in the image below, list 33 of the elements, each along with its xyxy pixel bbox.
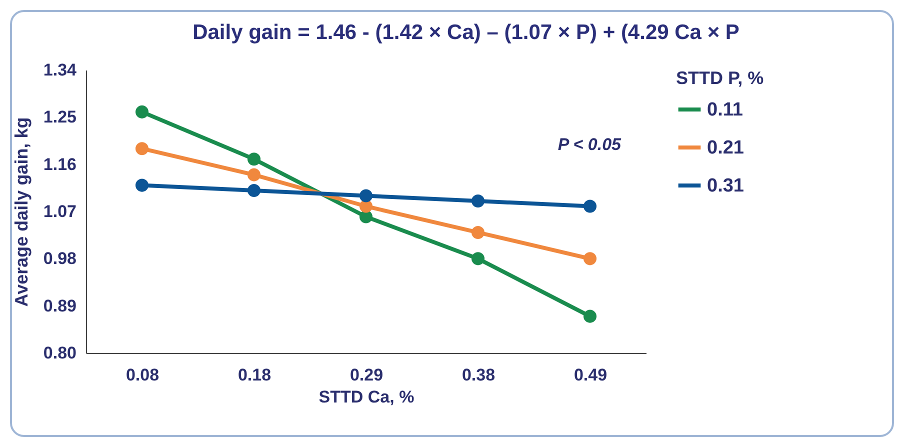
chart-title: Daily gain = 1.46 - (1.42 × Ca) – (1.07 × P) + (4.29 Ca × P [192, 21, 740, 44]
legend-title: STTD P, % [676, 68, 764, 88]
y-tick-label: 1.07 [43, 202, 76, 221]
y-tick-label: 1.34 [43, 60, 78, 80]
point [247, 168, 261, 182]
legend-label: 0.31 [707, 176, 744, 196]
y-axis-title: Average daily gain, kg [11, 117, 32, 307]
point [471, 226, 485, 239]
x-tick-label: 0.29 [350, 366, 384, 384]
point [583, 200, 597, 213]
y-tick-label: 1.25 [43, 108, 76, 127]
point [247, 152, 261, 166]
x-axis-title: STTD Ca, % [318, 388, 414, 406]
y-tick-label: 0.80 [43, 344, 76, 362]
point [471, 194, 485, 208]
point [583, 252, 597, 266]
x-tick-label: 0.08 [126, 366, 160, 384]
point [135, 142, 149, 156]
point [471, 252, 485, 266]
legend-label: 0.11 [707, 100, 744, 120]
point [583, 310, 597, 323]
y-tick-label: 0.98 [43, 249, 76, 268]
x-tick-label: 0.49 [574, 366, 608, 384]
point [247, 184, 261, 198]
x-tick-label: 0.38 [462, 366, 496, 384]
point [135, 178, 149, 192]
annotation: P < 0.05 [558, 135, 622, 154]
y-tick-label: 0.89 [43, 296, 76, 316]
y-tick-label: 1.16 [43, 154, 76, 174]
point [359, 189, 373, 202]
point [135, 105, 149, 118]
legend-label: 0.21 [707, 138, 744, 158]
x-tick-label: 0.18 [238, 366, 272, 384]
